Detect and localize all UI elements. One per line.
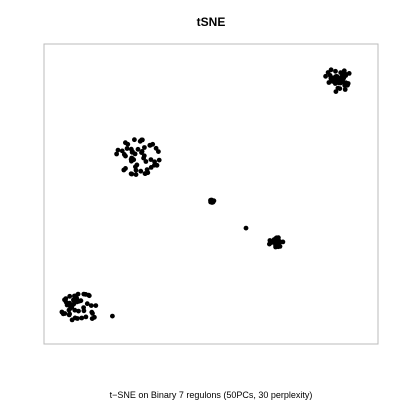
scatter-point — [133, 172, 139, 178]
scatter-point — [345, 81, 351, 86]
scatter-point — [74, 295, 80, 301]
scatter-point — [271, 239, 277, 245]
scatter-point — [83, 314, 89, 320]
scatter-point — [129, 149, 135, 155]
scatter-point — [76, 308, 81, 314]
scatter-point — [275, 238, 281, 244]
scatter-point — [328, 67, 334, 73]
scatter-point — [333, 68, 338, 74]
scatter-point — [153, 145, 159, 151]
scatter-point — [338, 77, 344, 83]
scatter-point — [124, 146, 130, 151]
scatter-point — [142, 145, 147, 150]
scatter-point — [132, 137, 137, 143]
scatter-point — [334, 74, 339, 79]
scatter-point — [277, 244, 283, 249]
scatter-point — [89, 309, 95, 315]
chart-caption: t−SNE on Binary 7 regulons (50PCs, 30 pe… — [110, 390, 313, 400]
scatter-point — [139, 150, 144, 156]
scatter-point — [81, 308, 87, 314]
scatter-point — [79, 315, 85, 321]
scatter-point — [152, 159, 158, 165]
scatter-point — [135, 146, 141, 152]
scatter-point — [123, 153, 128, 159]
scatter-point — [128, 171, 134, 177]
scatter-point — [338, 70, 344, 75]
scatter-point — [243, 225, 249, 231]
scatter-point — [342, 87, 348, 92]
scatter-point — [330, 79, 336, 84]
scatter-point — [84, 301, 90, 307]
scatter-point — [138, 168, 144, 174]
scatter-point — [67, 293, 73, 299]
scatter-point — [141, 155, 147, 161]
scatter-point — [346, 71, 352, 76]
scatter-point — [88, 303, 94, 308]
scatter-point — [83, 292, 89, 297]
scatter-point — [62, 311, 68, 316]
scatter-point — [67, 311, 72, 317]
scatter-point — [115, 147, 121, 153]
scatter-point — [326, 80, 332, 85]
scatter-point — [133, 164, 138, 170]
scatter-point — [137, 138, 143, 144]
scatter-point — [152, 162, 157, 168]
scatter-point — [89, 316, 95, 321]
scatter-point — [148, 157, 154, 163]
scatter-point — [93, 303, 99, 308]
scatter-point — [114, 151, 119, 157]
scatter-point — [125, 141, 131, 147]
scatter-point — [129, 158, 134, 164]
scatter-point — [333, 89, 339, 94]
scatter-point — [72, 315, 78, 321]
scatter-point — [150, 141, 156, 147]
scatter-point — [72, 307, 78, 313]
points-layer — [59, 67, 352, 323]
scatter-point — [63, 299, 69, 305]
scatter-point — [323, 73, 328, 79]
scatter-point — [342, 83, 348, 88]
chart-title: tSNE — [197, 15, 226, 29]
scatter-point — [142, 171, 148, 177]
scatter-point — [335, 85, 341, 91]
plot-frame — [43, 43, 379, 345]
scatter-point — [143, 159, 149, 164]
scatter-point — [156, 157, 162, 163]
scatter-point — [123, 166, 128, 171]
scatter-point — [341, 68, 347, 74]
scatter-point — [110, 313, 115, 319]
scatter-point — [119, 148, 125, 154]
scatter-point — [210, 198, 216, 204]
scatter-point — [70, 302, 75, 308]
